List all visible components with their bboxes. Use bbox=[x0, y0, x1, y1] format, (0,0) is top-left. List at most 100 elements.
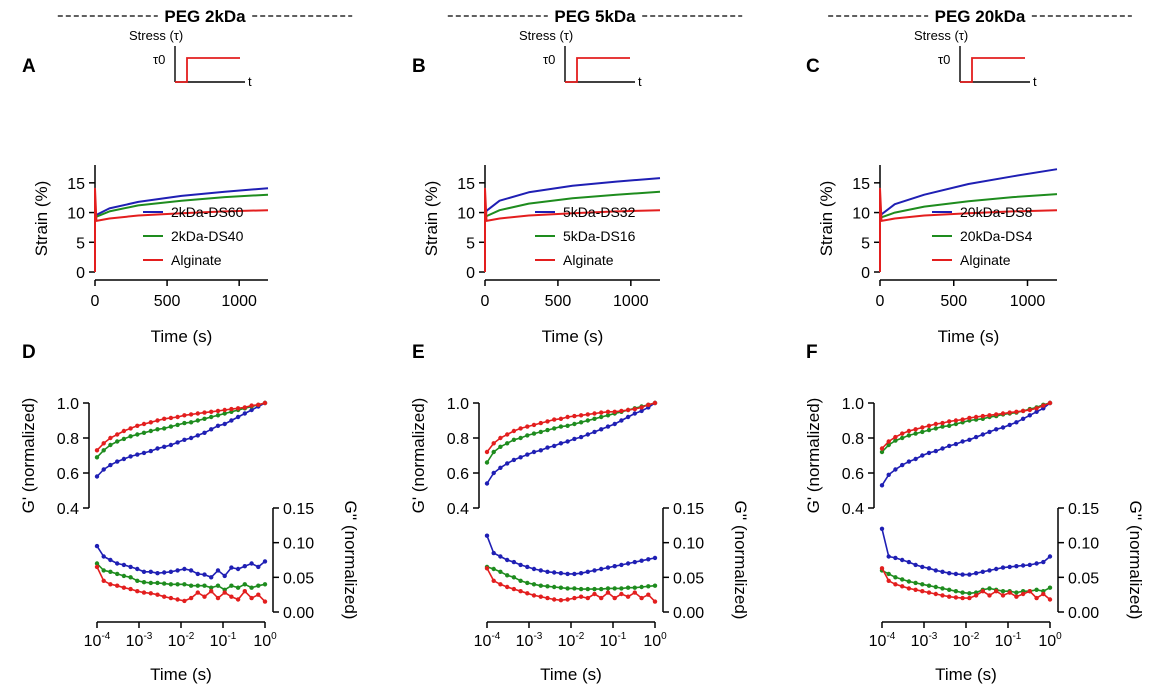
data-point bbox=[545, 569, 550, 574]
group-title-text: PEG 5kDa bbox=[554, 7, 636, 26]
data-point bbox=[511, 586, 517, 592]
data-point bbox=[973, 414, 979, 420]
series-line-red bbox=[94, 187, 269, 272]
inset-y-label: Stress (τ) bbox=[519, 28, 573, 43]
data-point bbox=[94, 564, 100, 570]
inset-x-label: t bbox=[638, 74, 642, 89]
data-point bbox=[162, 570, 167, 575]
x-axis-title: Time (s) bbox=[540, 665, 602, 684]
data-point bbox=[886, 472, 891, 477]
x-tick-label: 0 bbox=[481, 293, 490, 310]
data-point bbox=[552, 570, 557, 575]
data-point bbox=[229, 565, 234, 570]
data-point bbox=[215, 423, 221, 428]
data-point bbox=[879, 446, 885, 451]
y-axis-title: Strain (%) bbox=[422, 181, 441, 257]
y-left-axis-title: G' (normalized) bbox=[804, 398, 823, 514]
data-point bbox=[115, 439, 120, 444]
data-point bbox=[162, 594, 167, 599]
stress-inset: Stress (τ) t τ0 bbox=[129, 28, 252, 89]
data-point bbox=[531, 422, 537, 428]
data-point bbox=[148, 428, 153, 434]
y-right-tick-label: 0.15 bbox=[283, 501, 314, 518]
data-point bbox=[632, 590, 637, 595]
data-point bbox=[121, 562, 127, 568]
data-point bbox=[235, 414, 241, 420]
data-point bbox=[973, 593, 979, 598]
y-left-tick-label: 0.4 bbox=[447, 501, 469, 518]
data-point bbox=[148, 448, 153, 454]
data-point bbox=[619, 586, 624, 591]
data-point bbox=[652, 583, 658, 588]
data-point bbox=[987, 593, 992, 598]
data-point bbox=[632, 411, 637, 416]
data-point bbox=[558, 441, 564, 446]
data-point bbox=[249, 403, 254, 408]
data-point bbox=[886, 554, 891, 559]
data-point bbox=[182, 420, 187, 426]
data-point bbox=[249, 585, 254, 590]
y-tick-label: 15 bbox=[457, 176, 475, 193]
data-point bbox=[933, 584, 938, 590]
data-point bbox=[900, 557, 905, 563]
data-point bbox=[605, 424, 611, 429]
data-point bbox=[175, 568, 180, 573]
data-point bbox=[128, 454, 133, 459]
data-point bbox=[108, 557, 113, 563]
data-point bbox=[94, 543, 100, 549]
data-point bbox=[913, 427, 918, 432]
x-tick-label: 10-1 bbox=[600, 631, 627, 650]
data-point bbox=[1041, 591, 1046, 597]
y-left-tick-label: 0.6 bbox=[447, 466, 469, 483]
data-point bbox=[585, 595, 590, 601]
data-point bbox=[906, 433, 912, 438]
data-point bbox=[242, 411, 247, 416]
stress-inset: Stress (τ) t τ0 bbox=[914, 28, 1037, 89]
data-point bbox=[1007, 564, 1012, 570]
data-point bbox=[135, 452, 140, 457]
x-tick-label: 10-2 bbox=[953, 631, 980, 650]
data-point bbox=[893, 575, 898, 580]
data-point bbox=[121, 456, 127, 462]
x-tick-label: 10-4 bbox=[474, 631, 501, 650]
data-point bbox=[101, 467, 106, 472]
data-point bbox=[1014, 409, 1019, 414]
data-point bbox=[558, 585, 564, 590]
data-point bbox=[101, 448, 106, 453]
data-point bbox=[148, 591, 153, 596]
data-point bbox=[182, 582, 187, 587]
data-point bbox=[639, 405, 644, 410]
data-point bbox=[953, 589, 959, 594]
data-point bbox=[491, 550, 496, 556]
data-point bbox=[592, 429, 597, 435]
data-point bbox=[256, 583, 261, 588]
data-point bbox=[484, 460, 490, 465]
data-point bbox=[525, 424, 530, 429]
data-point bbox=[262, 582, 268, 587]
data-point bbox=[135, 566, 140, 572]
x-tick-label: 10-4 bbox=[869, 631, 896, 650]
y-right-axis-title: G'' (normalized) bbox=[731, 501, 750, 620]
y-left-tick-label: 0.6 bbox=[57, 466, 79, 483]
data-point bbox=[545, 419, 550, 424]
data-point bbox=[960, 595, 965, 601]
data-point bbox=[1047, 400, 1053, 406]
group-title: PEG 2kDa bbox=[57, 7, 353, 26]
data-point bbox=[175, 582, 180, 587]
data-point bbox=[215, 408, 221, 414]
data-point bbox=[141, 430, 147, 435]
data-point bbox=[505, 584, 510, 590]
legend-label: 2kDa-DS60 bbox=[171, 204, 244, 220]
data-point bbox=[585, 412, 590, 417]
data-point bbox=[967, 591, 972, 596]
data-point bbox=[1007, 410, 1012, 415]
data-point bbox=[215, 583, 221, 588]
x-tick-label: 500 bbox=[940, 293, 967, 310]
data-point bbox=[518, 562, 523, 568]
data-point bbox=[202, 416, 207, 421]
data-point bbox=[652, 555, 658, 561]
data-point bbox=[491, 566, 496, 572]
data-point bbox=[115, 561, 120, 566]
data-point bbox=[168, 424, 174, 429]
data-point bbox=[108, 462, 113, 468]
